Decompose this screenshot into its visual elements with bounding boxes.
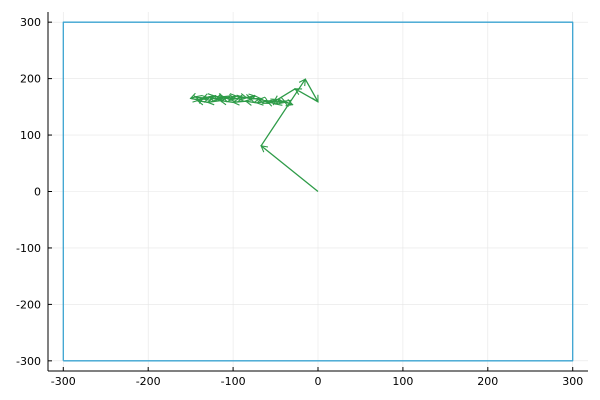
x-tick-label: 300 xyxy=(562,375,583,388)
series-2-arrowhead xyxy=(253,94,262,103)
series-2-arrowhead xyxy=(298,78,306,87)
series-2-arrowhead xyxy=(255,98,264,106)
series-2-arrowhead xyxy=(248,93,257,102)
x-axis-ticks: -300 -200 -100 0 100 200 300 xyxy=(51,367,583,388)
series-1-line xyxy=(62,21,574,362)
series-2-arrowhead xyxy=(215,93,224,101)
y-tick-label: -100 xyxy=(16,242,41,255)
series-2-arrowhead xyxy=(294,88,303,95)
x-tick-label: -200 xyxy=(136,375,161,388)
series-2-arrowhead xyxy=(231,97,240,106)
x-tick-label: -100 xyxy=(221,375,246,388)
series-2-arrowhead xyxy=(207,93,216,101)
series-2-arrowhead xyxy=(239,93,248,101)
series-2-arrowhead xyxy=(206,97,215,106)
y-tick-label: 200 xyxy=(20,73,41,86)
series-2-arrowhead xyxy=(311,94,319,103)
series-2-arrowhead xyxy=(282,99,292,107)
series-2-arrowhead xyxy=(227,93,236,102)
series-2-arrowhead xyxy=(217,93,226,101)
y-tick-label: 0 xyxy=(34,186,41,199)
series-2-arrowhead xyxy=(270,98,279,106)
series-2-arrowhead xyxy=(202,95,211,103)
series-2-arrowhead xyxy=(278,96,287,105)
x-tick-label: 200 xyxy=(477,375,498,388)
series-2-arrowhead xyxy=(219,97,228,106)
series-2-arrowhead xyxy=(236,93,245,102)
y-tick-label: 300 xyxy=(20,16,41,29)
y-tick-label: 100 xyxy=(20,129,41,142)
series-2-arrowhead xyxy=(229,93,238,101)
series-2-arrowhead xyxy=(266,99,275,107)
series-2-arrowhead xyxy=(274,98,283,106)
x-tick-label: -300 xyxy=(51,375,76,388)
series-layer xyxy=(62,21,574,362)
y-axis-ticks: -300 -200 -100 0 100 200 300 xyxy=(16,16,52,368)
series-2-arrowhead xyxy=(189,92,198,101)
y-tick-label: -300 xyxy=(16,355,41,368)
series-2-arrowhead xyxy=(260,145,269,153)
x-tick-label: 100 xyxy=(392,375,413,388)
x-tick-label: 0 xyxy=(315,375,322,388)
series-2-arrowhead xyxy=(236,94,245,103)
series-2-arrowhead xyxy=(196,97,205,106)
y-tick-label: -200 xyxy=(16,298,41,311)
series-2-arrowhead xyxy=(196,96,205,104)
